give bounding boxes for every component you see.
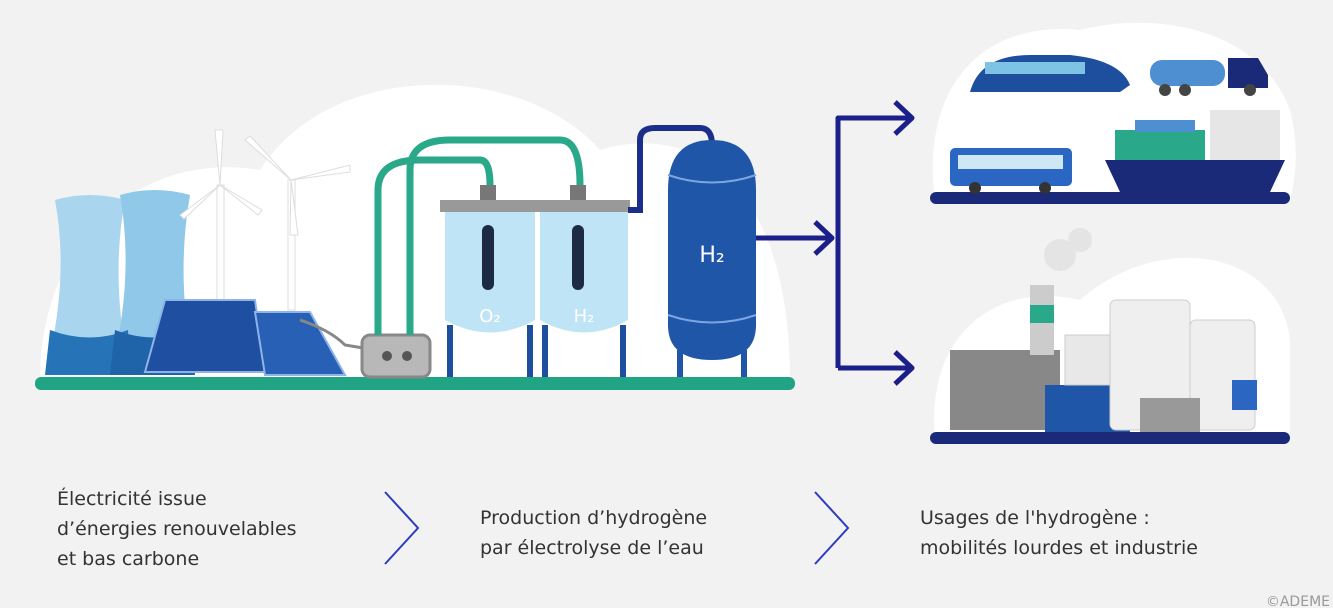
power-unit [362, 335, 430, 377]
ship [1105, 160, 1285, 192]
step-text: d’énergies renouvelables [57, 518, 297, 540]
solar-panel [145, 300, 265, 372]
diagram: O₂ H₂ H₂ Électricité issue d’énergies re… [0, 0, 1333, 608]
step-text: et bas carbone [57, 548, 199, 570]
tank-label: H₂ [699, 243, 724, 268]
cell-top [440, 200, 630, 212]
step-text: Production d’hydrogène [480, 507, 707, 529]
step-text: Usages de l'hydrogène : [920, 507, 1150, 529]
electrode [482, 225, 494, 290]
ground [930, 432, 1290, 444]
credit: ©ADEME [1266, 594, 1330, 608]
ground [35, 377, 795, 390]
cell-label: O₂ [479, 306, 500, 327]
truck [1150, 60, 1225, 86]
step-text: Électricité issue [57, 487, 207, 510]
step-text: par électrolyse de l’eau [480, 537, 704, 559]
ground [930, 192, 1290, 204]
step-text: mobilités lourdes et industrie [920, 537, 1198, 559]
electrode [572, 225, 584, 290]
cell-label: H₂ [574, 306, 595, 327]
factory [950, 350, 1060, 430]
